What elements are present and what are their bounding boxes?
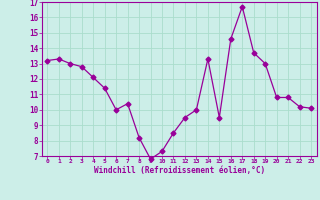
X-axis label: Windchill (Refroidissement éolien,°C): Windchill (Refroidissement éolien,°C) — [94, 166, 265, 175]
